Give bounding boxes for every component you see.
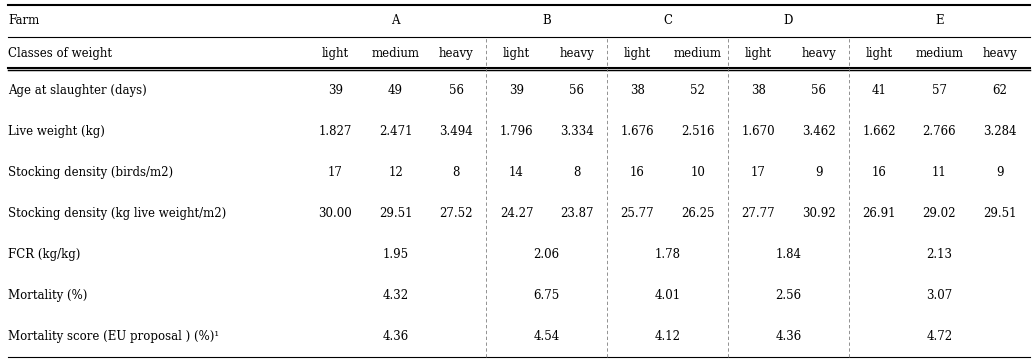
Text: Age at slaughter (days): Age at slaughter (days): [8, 84, 147, 97]
Text: 1.827: 1.827: [319, 125, 352, 138]
Text: Live weight (kg): Live weight (kg): [8, 125, 105, 138]
Text: 3.284: 3.284: [983, 125, 1016, 138]
Text: 1.78: 1.78: [654, 248, 680, 261]
Text: heavy: heavy: [982, 47, 1017, 60]
Text: light: light: [503, 47, 530, 60]
Text: 6.75: 6.75: [533, 289, 560, 302]
Text: Mortality (%): Mortality (%): [8, 289, 87, 302]
Text: B: B: [542, 14, 551, 28]
Text: Classes of weight: Classes of weight: [8, 47, 112, 60]
Text: FCR (kg/kg): FCR (kg/kg): [8, 248, 81, 261]
Text: 4.12: 4.12: [654, 330, 680, 343]
Text: medium: medium: [372, 47, 419, 60]
Text: 24.27: 24.27: [500, 207, 533, 220]
Text: 16: 16: [630, 166, 645, 179]
Text: 30.92: 30.92: [802, 207, 835, 220]
Text: 2.56: 2.56: [775, 289, 801, 302]
Text: 1.796: 1.796: [500, 125, 533, 138]
Text: 39: 39: [328, 84, 343, 97]
Text: E: E: [935, 14, 944, 28]
Text: light: light: [744, 47, 772, 60]
Text: 17: 17: [328, 166, 343, 179]
Text: Stocking density (birds/m2): Stocking density (birds/m2): [8, 166, 173, 179]
Text: 1.662: 1.662: [862, 125, 895, 138]
Text: A: A: [391, 14, 400, 28]
Text: 1.670: 1.670: [741, 125, 775, 138]
Text: 23.87: 23.87: [560, 207, 594, 220]
Text: 62: 62: [993, 84, 1007, 97]
Text: 14: 14: [509, 166, 524, 179]
Text: 8: 8: [573, 166, 581, 179]
Text: 27.77: 27.77: [741, 207, 775, 220]
Text: medium: medium: [915, 47, 964, 60]
Text: Stocking density (kg live weight/m2): Stocking density (kg live weight/m2): [8, 207, 227, 220]
Text: 3.334: 3.334: [560, 125, 594, 138]
Text: 2.13: 2.13: [926, 248, 952, 261]
Text: 4.72: 4.72: [926, 330, 952, 343]
Text: 41: 41: [871, 84, 886, 97]
Text: 9: 9: [996, 166, 1004, 179]
Text: 1.84: 1.84: [775, 248, 801, 261]
Text: 4.32: 4.32: [383, 289, 409, 302]
Text: D: D: [783, 14, 793, 28]
Text: 26.91: 26.91: [862, 207, 895, 220]
Text: 49: 49: [388, 84, 403, 97]
Text: 2.516: 2.516: [681, 125, 714, 138]
Text: 26.25: 26.25: [681, 207, 714, 220]
Text: 9: 9: [815, 166, 822, 179]
Text: 3.494: 3.494: [439, 125, 473, 138]
Text: 16: 16: [871, 166, 886, 179]
Text: light: light: [624, 47, 651, 60]
Text: light: light: [865, 47, 892, 60]
Text: 52: 52: [690, 84, 705, 97]
Text: 3.07: 3.07: [926, 289, 952, 302]
Text: 57: 57: [932, 84, 947, 97]
Text: 38: 38: [750, 84, 766, 97]
Text: 8: 8: [452, 166, 460, 179]
Text: 29.51: 29.51: [379, 207, 412, 220]
Text: heavy: heavy: [439, 47, 473, 60]
Text: 25.77: 25.77: [620, 207, 654, 220]
Text: 1.95: 1.95: [383, 248, 409, 261]
Text: 4.54: 4.54: [533, 330, 560, 343]
Text: 1.676: 1.676: [620, 125, 654, 138]
Text: 2.471: 2.471: [379, 125, 412, 138]
Text: heavy: heavy: [560, 47, 594, 60]
Text: 4.36: 4.36: [383, 330, 409, 343]
Text: 2.06: 2.06: [534, 248, 560, 261]
Text: 2.766: 2.766: [922, 125, 956, 138]
Text: 11: 11: [932, 166, 947, 179]
Text: 3.462: 3.462: [802, 125, 835, 138]
Text: 4.01: 4.01: [654, 289, 681, 302]
Text: 29.02: 29.02: [922, 207, 956, 220]
Text: 56: 56: [448, 84, 464, 97]
Text: 17: 17: [750, 166, 766, 179]
Text: 30.00: 30.00: [319, 207, 352, 220]
Text: Farm: Farm: [8, 14, 39, 28]
Text: C: C: [663, 14, 672, 28]
Text: 4.36: 4.36: [775, 330, 801, 343]
Text: 38: 38: [630, 84, 645, 97]
Text: light: light: [322, 47, 349, 60]
Text: 39: 39: [509, 84, 524, 97]
Text: Mortality score (EU proposal ) (%)¹: Mortality score (EU proposal ) (%)¹: [8, 330, 219, 343]
Text: medium: medium: [674, 47, 721, 60]
Text: 27.52: 27.52: [439, 207, 473, 220]
Text: heavy: heavy: [801, 47, 836, 60]
Text: 29.51: 29.51: [983, 207, 1016, 220]
Text: 12: 12: [388, 166, 403, 179]
Text: 10: 10: [690, 166, 705, 179]
Text: 56: 56: [811, 84, 826, 97]
Text: 56: 56: [569, 84, 585, 97]
